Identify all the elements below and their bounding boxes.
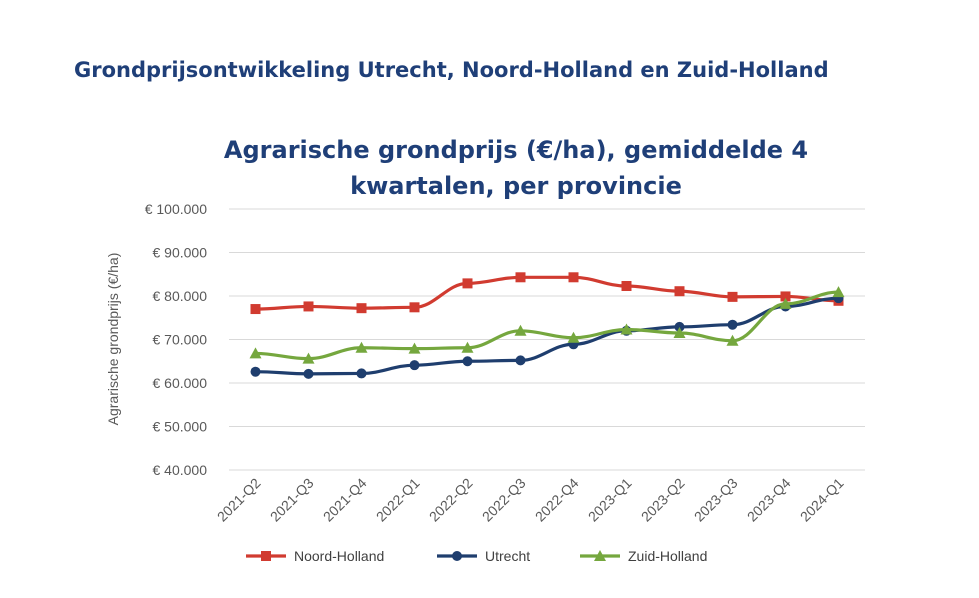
x-tick-label: 2022-Q1 [373,475,423,525]
legend-item-utrecht: Utrecht [437,548,530,564]
data-point-zuid-holland [779,297,792,309]
x-tick-label: 2021-Q3 [267,475,317,525]
page-heading: Grondprijsontwikkeling Utrecht, Noord-Ho… [74,58,829,82]
chart-title: Agrarische grondprijs (€/ha), gemiddelde… [224,136,808,200]
legend: Noord-Holland Utrecht Zuid-Holland [246,548,707,564]
data-point-noord-holland [727,291,738,302]
data-point-zuid-holland [302,352,315,364]
y-tick-label: € 100.000 [145,201,207,217]
legend-label: Zuid-Holland [628,548,707,564]
y-tick-label: € 70.000 [153,332,208,348]
data-point-utrecht [409,360,420,371]
y-tick-label: € 40.000 [153,462,208,478]
legend-item-noord-holland: Noord-Holland [246,548,384,564]
data-point-zuid-holland [249,347,262,359]
data-point-utrecht [356,368,367,379]
legend-item-zuid-holland: Zuid-Holland [580,548,707,564]
y-tick-label: € 90.000 [153,245,208,261]
data-point-utrecht [515,355,526,366]
data-point-noord-holland [780,291,791,302]
series-noord-holland [250,272,844,315]
legend-swatch-marker [594,550,606,561]
legend-label: Noord-Holland [294,548,384,564]
series-line-zuid-holland [255,290,839,361]
legend-swatch-marker [261,551,271,561]
data-point-zuid-holland [620,323,633,335]
data-point-noord-holland [303,301,314,312]
legend-swatch-marker [452,551,462,561]
data-point-zuid-holland [408,342,421,354]
series-line-noord-holland [255,275,839,311]
series-zuid-holland [249,286,845,364]
data-point-noord-holland [462,278,473,289]
x-tick-label: 2023-Q1 [585,475,635,525]
data-point-zuid-holland [726,334,739,346]
x-tick-label: 2021-Q2 [214,475,264,525]
y-tick-label: € 60.000 [153,375,208,391]
data-point-noord-holland [250,304,261,315]
x-tick-label: 2022-Q3 [479,475,529,525]
data-point-noord-holland [674,286,685,297]
x-axis-ticks: 2021-Q2 2021-Q3 2021-Q4 2022-Q1 2022-Q2 2022-… [214,475,847,525]
chart-title-line: kwartalen, per provincie [350,172,682,200]
y-axis-label: Agrarische grondprijs (€/ha) [105,253,121,426]
data-point-zuid-holland [514,324,527,336]
data-point-noord-holland [621,280,632,291]
data-point-zuid-holland [355,341,368,353]
data-point-zuid-holland [461,341,474,353]
x-tick-label: 2024-Q1 [797,475,847,525]
chart-title-line: Agrarische grondprijs (€/ha), gemiddelde… [224,136,808,164]
series-lines [249,272,845,379]
x-tick-label: 2022-Q2 [426,475,476,525]
y-tick-label: € 50.000 [153,419,208,435]
y-tick-label: € 80.000 [153,288,208,304]
data-point-utrecht [674,321,685,332]
series-line-utrecht [255,296,839,376]
data-point-noord-holland [409,302,420,313]
data-point-utrecht [303,368,314,379]
x-tick-label: 2021-Q4 [320,475,370,525]
data-point-utrecht [462,356,473,367]
data-point-noord-holland [568,272,579,283]
gridlines [229,208,865,471]
data-point-noord-holland [515,272,526,283]
legend-label: Utrecht [485,548,530,564]
data-point-noord-holland [356,303,367,314]
data-point-utrecht [727,319,738,330]
x-tick-label: 2022-Q4 [532,475,582,525]
data-point-zuid-holland [673,326,686,338]
x-tick-label: 2023-Q3 [691,475,741,525]
data-point-utrecht [250,366,261,377]
y-axis-ticks: € 40.000 € 50.000 € 60.000 € 70.000 € 80.000… [145,201,208,478]
y-axis-title: Agrarische grondprijs (€/ha) [105,253,121,426]
x-tick-label: 2023-Q2 [638,475,688,525]
x-tick-label: 2023-Q4 [744,475,794,525]
data-point-zuid-holland [832,286,845,298]
data-point-zuid-holland [567,331,580,343]
